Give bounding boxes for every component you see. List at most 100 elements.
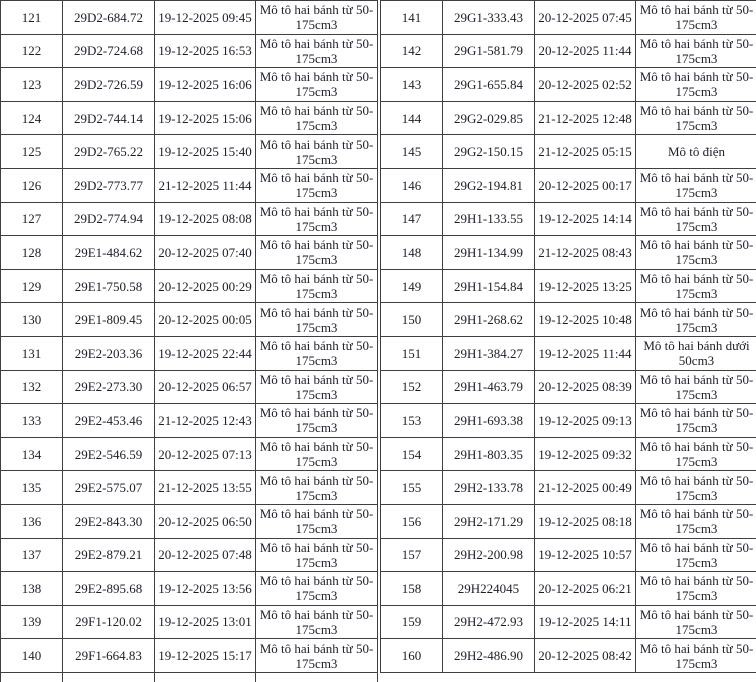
table-row: 158 29H224045 20-12-2025 06:21 Mô tô hai bá…	[380, 571, 756, 606]
cell-license-plate: 29E2-203.36	[62, 335, 155, 371]
cell-vehicle-type: Mô tô hai bánh từ 50-175cm3	[255, 537, 378, 573]
cell-row-number: 146	[380, 167, 443, 203]
cell-row-number: 125	[0, 134, 63, 169]
cell-license-plate: 29G2-194.81	[442, 167, 535, 203]
violations-table-right-body: 141 29G1-333.43 20-12-2025 07:45 Mô tô hai …	[380, 0, 756, 673]
cell-license-plate: 29E2-546.59	[62, 436, 155, 472]
cell-row-number: 128	[0, 235, 63, 270]
table-row: 156 29H2-171.29 19-12-2025 08:18 Mô tô hai …	[380, 503, 756, 539]
cell-row-number: 140	[0, 638, 63, 673]
table-row: 137 29E2-879.21 20-12-2025 07:48 Mô tô hai …	[0, 537, 378, 573]
cell-vehicle-type: Mô tô hai bánh dưới 50cm3	[635, 335, 756, 371]
cell-license-plate: 29F1-664.83	[62, 638, 155, 673]
cell-license-plate: 29D2-744.14	[62, 100, 155, 136]
cell-vehicle-type: Mô tô hai bánh từ 50-175cm3	[255, 403, 378, 438]
cell-row-number: 139	[0, 604, 63, 640]
cell-vehicle-type: Mô tô hai bánh từ 50-175cm3	[255, 503, 378, 539]
cell-license-plate: 29D2-684.72	[62, 0, 155, 35]
cell-license-plate: 29E2-575.07	[62, 470, 155, 505]
cell-license-plate: 29H2-200.98	[442, 537, 535, 573]
cell-vehicle-type: Mô tô hai bánh từ 50-175cm3	[255, 369, 378, 405]
cell-license-plate: 29H2-133.78	[442, 470, 535, 505]
cell-empty	[62, 671, 155, 682]
cell-license-plate: 29H1-133.55	[442, 201, 535, 237]
cell-vehicle-type: Mô tô hai bánh từ 50-175cm3	[255, 638, 378, 673]
cell-violation-datetime: 20-12-2025 08:42	[534, 638, 636, 673]
table-row: 146 29G2-194.81 20-12-2025 00:17 Mô tô hai …	[380, 167, 756, 203]
cell-license-plate: 29F1-120.02	[62, 604, 155, 640]
cell-empty	[255, 671, 378, 682]
cell-row-number: 159	[380, 604, 443, 640]
cell-license-plate: 29G1-655.84	[442, 67, 535, 102]
cell-vehicle-type: Mô tô hai bánh từ 50-175cm3	[255, 134, 378, 169]
cell-license-plate: 29G1-333.43	[442, 0, 535, 35]
cell-violation-datetime: 20-12-2025 06:50	[154, 503, 256, 539]
cell-row-number: 148	[380, 235, 443, 270]
cell-vehicle-type: Mô tô hai bánh từ 50-175cm3	[255, 33, 378, 69]
cell-violation-datetime: 21-12-2025 05:15	[534, 134, 636, 169]
table-row: 153 29H1-693.38 19-12-2025 09:13 Mô tô hai …	[380, 403, 756, 438]
cell-row-number: 132	[0, 369, 63, 405]
table-row: 152 29H1-463.79 20-12-2025 08:39 Mô tô hai …	[380, 369, 756, 405]
table-row: 131 29E2-203.36 19-12-2025 22:44 Mô tô hai …	[0, 335, 378, 371]
cell-license-plate: 29G2-150.15	[442, 134, 535, 169]
cell-violation-datetime: 19-12-2025 14:14	[534, 201, 636, 237]
cell-license-plate: 29D2-773.77	[62, 167, 155, 203]
cell-license-plate: 29E2-453.46	[62, 403, 155, 438]
cell-violation-datetime: 19-12-2025 16:53	[154, 33, 256, 69]
cell-row-number: 157	[380, 537, 443, 573]
table-row: 134 29E2-546.59 20-12-2025 07:13 Mô tô hai …	[0, 436, 378, 472]
cell-license-plate: 29E1-484.62	[62, 235, 155, 270]
cell-vehicle-type: Mô tô hai bánh từ 50-175cm3	[635, 67, 756, 102]
cell-license-plate: 29D2-724.68	[62, 33, 155, 69]
table-row: 155 29H2-133.78 21-12-2025 00:49 Mô tô hai …	[380, 470, 756, 505]
cell-row-number: 126	[0, 167, 63, 203]
cell-row-number: 130	[0, 302, 63, 337]
cell-violation-datetime: 20-12-2025 11:44	[534, 33, 636, 69]
cell-license-plate: 29G1-581.79	[442, 33, 535, 69]
table-row: 138 29E2-895.68 19-12-2025 13:56 Mô tô hai …	[0, 571, 378, 606]
cell-row-number: 150	[380, 302, 443, 337]
cell-vehicle-type: Mô tô hai bánh từ 50-175cm3	[255, 436, 378, 472]
cell-row-number: 153	[380, 403, 443, 438]
cell-vehicle-type: Mô tô hai bánh từ 50-175cm3	[635, 436, 756, 472]
cell-vehicle-type: Mô tô hai bánh từ 50-175cm3	[635, 100, 756, 136]
table-row: 151 29H1-384.27 19-12-2025 11:44 Mô tô hai …	[380, 335, 756, 371]
cell-row-number: 143	[380, 67, 443, 102]
table-row: 157 29H2-200.98 19-12-2025 10:57 Mô tô hai …	[380, 537, 756, 573]
cell-vehicle-type: Mô tô hai bánh từ 50-175cm3	[635, 268, 756, 304]
cell-empty	[0, 671, 63, 682]
cell-row-number: 156	[380, 503, 443, 539]
cell-violation-datetime: 20-12-2025 07:40	[154, 235, 256, 270]
table-row: 143 29G1-655.84 20-12-2025 02:52 Mô tô hai …	[380, 67, 756, 102]
cell-license-plate: 29H2-472.93	[442, 604, 535, 640]
cell-vehicle-type: Mô tô hai bánh từ 50-175cm3	[255, 201, 378, 237]
cell-license-plate: 29H1-693.38	[442, 403, 535, 438]
cell-vehicle-type: Mô tô hai bánh từ 50-175cm3	[255, 167, 378, 203]
cell-vehicle-type: Mô tô hai bánh từ 50-175cm3	[635, 571, 756, 606]
cell-vehicle-type: Mô tô hai bánh từ 50-175cm3	[255, 302, 378, 337]
cell-vehicle-type: Mô tô hai bánh từ 50-175cm3	[255, 67, 378, 102]
cell-violation-datetime: 20-12-2025 02:52	[534, 67, 636, 102]
table-row: 141 29G1-333.43 20-12-2025 07:45 Mô tô hai …	[380, 0, 756, 35]
table-row: 147 29H1-133.55 19-12-2025 14:14 Mô tô hai …	[380, 201, 756, 237]
cell-row-number: 149	[380, 268, 443, 304]
cell-violation-datetime: 19-12-2025 10:57	[534, 537, 636, 573]
table-row: 160 29H2-486.90 20-12-2025 08:42 Mô tô hai …	[380, 638, 756, 673]
cell-license-plate: 29H1-134.99	[442, 235, 535, 270]
cell-vehicle-type: Mô tô hai bánh từ 50-175cm3	[255, 100, 378, 136]
cell-vehicle-type: Mô tô hai bánh từ 50-175cm3	[635, 470, 756, 505]
table-row: 144 29G2-029.85 21-12-2025 12:48 Mô tô hai …	[380, 100, 756, 136]
cell-row-number: 127	[0, 201, 63, 237]
cell-violation-datetime: 20-12-2025 06:57	[154, 369, 256, 405]
cell-vehicle-type: Mô tô hai bánh từ 50-175cm3	[255, 604, 378, 640]
cell-license-plate: 29E2-273.30	[62, 369, 155, 405]
cell-violation-datetime: 19-12-2025 08:08	[154, 201, 256, 237]
cell-vehicle-type: Mô tô hai bánh từ 50-175cm3	[635, 369, 756, 405]
table-row: 130 29E1-809.45 20-12-2025 00:05 Mô tô hai …	[0, 302, 378, 337]
table-row: 129 29E1-750.58 20-12-2025 00:29 Mô tô hai …	[0, 268, 378, 304]
table-row: 125 29D2-765.22 19-12-2025 15:40 Mô tô hai …	[0, 134, 378, 169]
cell-row-number: 131	[0, 335, 63, 371]
cell-violation-datetime: 19-12-2025 09:45	[154, 0, 256, 35]
